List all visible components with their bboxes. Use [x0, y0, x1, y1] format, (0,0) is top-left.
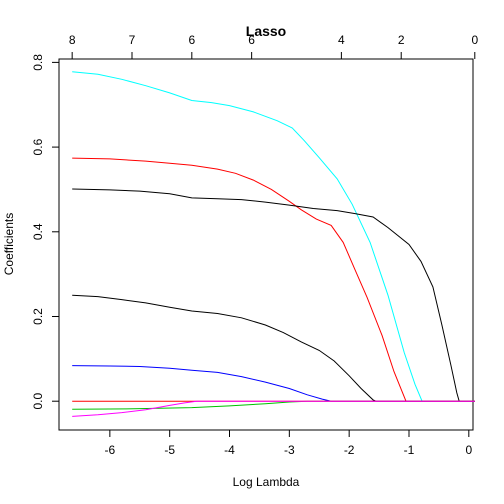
top-tick-label: 6	[248, 33, 255, 47]
x-tick-label: -3	[284, 443, 295, 457]
series-layer	[72, 71, 475, 417]
top-axis: 8 7 6 6 4 2 0	[69, 33, 478, 59]
coefficient-path-5	[72, 365, 475, 402]
coefficient-path-2	[72, 157, 475, 402]
top-tick-label: 7	[129, 33, 136, 47]
top-tick-label: 6	[188, 33, 195, 47]
coefficient-path-8	[72, 400, 475, 417]
chart-title: Lasso	[246, 23, 286, 39]
coefficient-path-3	[72, 188, 475, 402]
x-tick-label: 0	[465, 443, 472, 457]
y-tick-label: 0.4	[31, 223, 45, 240]
x-tick-label: -2	[344, 443, 355, 457]
y-tick-label: 0.2	[31, 308, 45, 325]
coefficient-path-1	[72, 71, 475, 402]
top-tick-label: 0	[471, 33, 478, 47]
y-axis: 0.0 0.2 0.4 0.6 0.8	[31, 54, 59, 410]
x-tick-label: -1	[404, 443, 415, 457]
top-tick-label: 2	[398, 33, 405, 47]
coefficient-path-6	[72, 400, 475, 410]
y-axis-label: Coefficients	[2, 213, 16, 275]
x-tick-label: -5	[164, 443, 175, 457]
x-tick-label: -4	[224, 443, 235, 457]
y-tick-label: 0.8	[31, 54, 45, 71]
coefficient-path-4	[72, 294, 475, 402]
x-tick-label: -6	[105, 443, 116, 457]
x-axis-label: Log Lambda	[233, 475, 300, 489]
x-axis: -6 -5 -4 -3 -2 -1 0	[105, 430, 472, 457]
top-tick-label: 8	[69, 33, 76, 47]
y-tick-label: 0.0	[31, 393, 45, 410]
top-tick-label: 4	[338, 33, 345, 47]
y-tick-label: 0.6	[31, 138, 45, 155]
plot-frame	[58, 58, 474, 431]
